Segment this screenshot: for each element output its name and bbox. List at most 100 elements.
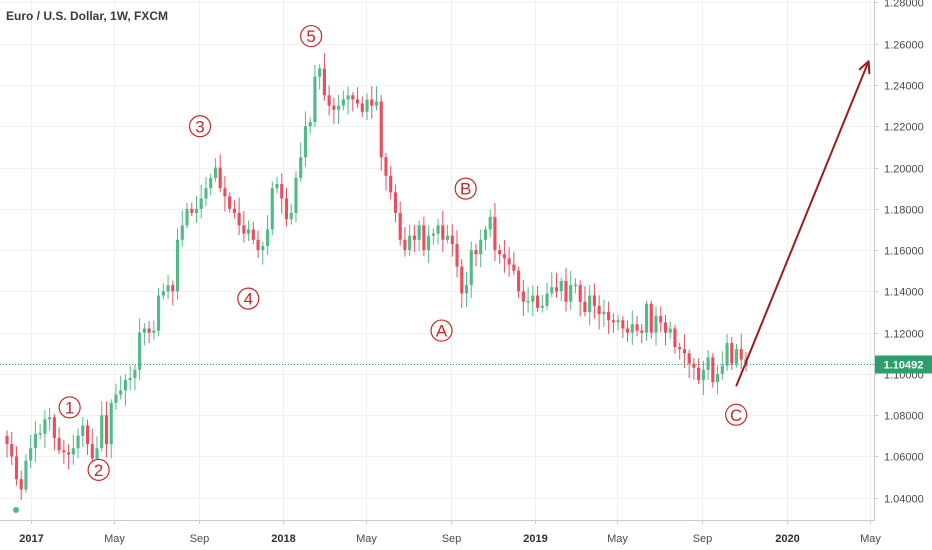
x-tick-label: Sep xyxy=(190,533,210,545)
wave-label-circle xyxy=(87,458,110,481)
candle-up xyxy=(436,225,440,234)
candle-up xyxy=(588,295,592,313)
candle-up xyxy=(526,300,530,303)
wave-label-1[interactable]: 1 xyxy=(58,396,81,419)
wave-label-b[interactable]: B xyxy=(454,177,477,200)
candle-down xyxy=(242,225,246,234)
candle-up xyxy=(545,293,549,306)
status-dot xyxy=(13,507,19,513)
wave-label-circle xyxy=(430,319,453,342)
candle-down xyxy=(621,320,625,329)
candle-up xyxy=(294,177,298,213)
candle-up xyxy=(33,433,37,449)
x-tick-label: 2020 xyxy=(775,533,799,545)
plot-background xyxy=(0,0,874,520)
candle-up xyxy=(469,250,473,286)
candle-down xyxy=(607,312,611,321)
candle-up xyxy=(318,68,322,77)
candle-down xyxy=(682,349,686,354)
wave-label-text: 1 xyxy=(65,398,74,417)
candle-up xyxy=(346,95,350,100)
annotations: 1 2 3 4 5 A B C xyxy=(58,24,871,481)
wave-label-text: 4 xyxy=(244,290,253,309)
candle-up xyxy=(602,312,606,315)
candle-up xyxy=(199,198,203,209)
candle-down xyxy=(360,103,364,112)
candle-down xyxy=(536,295,540,308)
wave-label-2[interactable]: 2 xyxy=(87,458,110,481)
candle-up xyxy=(185,208,189,226)
candle-down xyxy=(384,157,388,176)
candle-down xyxy=(223,188,227,197)
candle-down xyxy=(626,328,630,333)
candle-up xyxy=(81,425,85,436)
wave-label-circle xyxy=(454,177,477,200)
candle-up xyxy=(630,324,634,333)
candle-down xyxy=(578,285,582,302)
candle-up xyxy=(175,239,180,292)
x-axis[interactable]: 2017 May Sep 2018 May Sep 2019 May Sep 2020 May xyxy=(19,520,881,545)
wave-label-text: 5 xyxy=(306,27,315,46)
candle-down xyxy=(403,239,407,251)
candle-up xyxy=(408,235,412,251)
candle-down xyxy=(218,167,222,189)
candle-up xyxy=(313,76,317,123)
candle-up xyxy=(427,235,431,251)
candle-down xyxy=(583,301,587,313)
y-tick-label: 1.06000 xyxy=(884,452,924,464)
candle-up xyxy=(209,177,213,189)
candle-up xyxy=(559,281,563,292)
y-tick-label: 1.12000 xyxy=(884,329,924,341)
wave-label-c[interactable]: C xyxy=(725,403,748,426)
candle-up xyxy=(265,229,270,246)
y-axis[interactable]: 1.040001.060001.080001.100001.120001.140… xyxy=(874,0,924,506)
candle-down xyxy=(232,208,236,213)
candle-up xyxy=(38,433,42,435)
candle-up xyxy=(24,460,28,490)
candle-down xyxy=(640,330,644,333)
candle-down xyxy=(67,452,71,455)
candle-down xyxy=(597,305,601,315)
candle-down xyxy=(412,235,416,240)
candle-down xyxy=(85,425,90,445)
wave-label-a[interactable]: A xyxy=(430,319,453,342)
candle-down xyxy=(228,196,232,209)
candle-up xyxy=(123,380,127,391)
candle-up xyxy=(133,369,137,379)
wave-label-text: C xyxy=(730,406,742,425)
candle-up xyxy=(417,225,421,240)
x-tick-label: May xyxy=(356,533,377,545)
candle-down xyxy=(521,291,525,302)
candle-down xyxy=(237,212,241,226)
candle-down xyxy=(663,322,668,333)
candle-down xyxy=(739,349,743,360)
candle-down xyxy=(611,320,615,323)
candle-up xyxy=(275,184,279,189)
candle-up xyxy=(365,99,369,112)
candle-down xyxy=(592,295,596,306)
wave-label-3[interactable]: 3 xyxy=(188,115,212,138)
candle-up xyxy=(720,365,724,374)
wave-label-circle xyxy=(237,287,260,310)
candle-up xyxy=(445,235,450,240)
wave-label-4[interactable]: 4 xyxy=(237,287,260,310)
candle-up xyxy=(100,415,104,449)
candle-up xyxy=(247,229,251,234)
wave-label-5[interactable]: 5 xyxy=(300,24,323,48)
candle-down xyxy=(635,324,639,331)
candle-down xyxy=(507,258,511,265)
y-tick-label: 1.24000 xyxy=(884,81,924,93)
projection-arrowhead xyxy=(858,60,871,75)
candle-up xyxy=(48,417,52,420)
current-price-tag xyxy=(875,355,932,374)
candle-up xyxy=(180,225,184,240)
candle-down xyxy=(90,444,94,459)
candle-down xyxy=(398,212,402,240)
y-tick-label: 1.20000 xyxy=(884,164,924,176)
candle-up xyxy=(204,188,208,199)
x-tick-label: May xyxy=(607,533,628,545)
x-tick-label: May xyxy=(104,533,125,545)
candle-down xyxy=(327,95,331,106)
